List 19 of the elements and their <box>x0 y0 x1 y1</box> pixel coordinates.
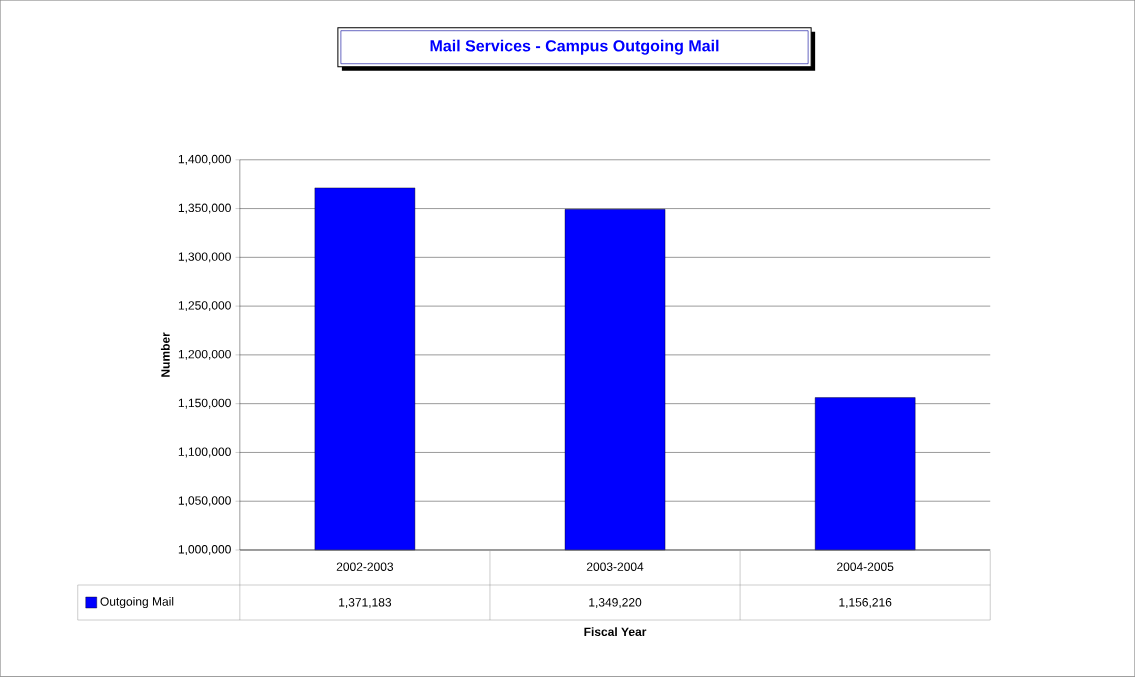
x-tick-label: 2004-2005 <box>837 562 894 572</box>
y-tick-label: 1,400,000 <box>178 154 231 165</box>
y-tick-label: 1,050,000 <box>178 496 231 507</box>
y-tick-label: 1,100,000 <box>178 447 231 458</box>
x-tick-label: 2003-2004 <box>586 562 644 572</box>
legend-label: Outgoing Mail <box>100 597 174 609</box>
y-tick-label: 1,350,000 <box>178 203 231 214</box>
y-tick-label: 1,300,000 <box>178 252 231 263</box>
y-tick-label: 1,000,000 <box>178 545 231 556</box>
y-tick-label: 1,150,000 <box>178 398 231 409</box>
chart-title: Mail Services - Campus Outgoing Mail <box>430 39 719 55</box>
y-axis-title: Number <box>160 332 170 377</box>
x-tick-label: 2002-2003 <box>336 562 394 572</box>
y-tick-label: 1,250,000 <box>178 301 231 312</box>
x-axis-title: Fiscal Year <box>584 627 647 637</box>
data-label: 1,349,220 <box>589 598 642 609</box>
y-tick-label: 1,200,000 <box>178 350 231 360</box>
data-label: 1,371,183 <box>339 598 392 609</box>
data-label: 1,156,216 <box>839 598 892 609</box>
